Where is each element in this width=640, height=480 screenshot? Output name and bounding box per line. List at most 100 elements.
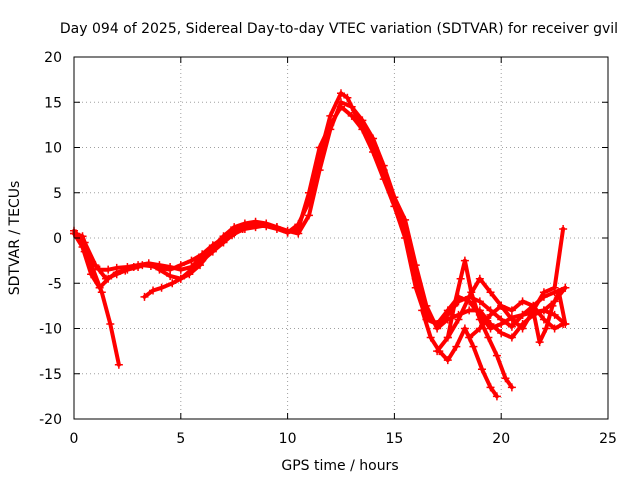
data-point <box>196 261 205 270</box>
data-point <box>390 202 399 211</box>
data-point <box>501 374 510 383</box>
y-tick-label: 15 <box>44 95 62 111</box>
data-point <box>486 383 495 392</box>
data-point <box>475 315 484 324</box>
x-axis-label: GPS time / hours <box>281 458 398 474</box>
data-point <box>411 283 420 292</box>
data-point <box>157 283 166 292</box>
data-point <box>477 365 486 374</box>
data-point <box>106 319 115 328</box>
data-point <box>497 301 506 310</box>
series-group <box>70 89 570 401</box>
data-point <box>450 301 459 310</box>
data-point <box>176 274 185 283</box>
chart-title: Day 094 of 2025, Sidereal Day-to-day VTE… <box>60 21 618 37</box>
data-point <box>149 286 158 295</box>
x-tick-label: 10 <box>279 431 297 447</box>
data-point <box>465 292 474 301</box>
data-point <box>146 262 155 271</box>
data-point <box>104 265 113 274</box>
data-point <box>283 228 292 237</box>
data-point <box>337 89 345 98</box>
data-point <box>262 222 271 231</box>
x-tick-label: 5 <box>176 431 185 447</box>
data-point <box>460 324 469 333</box>
data-point <box>379 161 388 170</box>
data-point <box>507 306 516 315</box>
data-point <box>542 324 551 333</box>
grid <box>74 57 608 419</box>
data-point <box>418 306 427 315</box>
y-tick-label: -15 <box>39 367 62 383</box>
series-line <box>445 258 514 390</box>
data-point <box>454 315 463 324</box>
data-point <box>228 231 237 240</box>
series-d <box>72 229 123 369</box>
data-point <box>539 288 548 297</box>
data-point <box>80 247 89 256</box>
data-point <box>484 333 493 342</box>
data-point <box>433 319 442 328</box>
data-point <box>460 256 469 265</box>
data-point <box>475 274 484 283</box>
data-point <box>452 342 461 351</box>
data-point <box>411 261 420 270</box>
x-tick-label: 20 <box>492 431 510 447</box>
data-point <box>347 111 356 120</box>
data-point <box>72 229 81 238</box>
data-point <box>347 102 356 111</box>
data-point <box>176 261 185 270</box>
data-point <box>518 297 527 306</box>
data-point <box>97 288 106 297</box>
data-point <box>497 329 506 338</box>
data-point <box>492 392 501 401</box>
data-point <box>217 238 226 247</box>
data-point <box>492 351 501 360</box>
data-point <box>548 301 557 310</box>
data-point <box>304 211 313 220</box>
data-point <box>475 297 484 306</box>
data-point <box>294 224 303 233</box>
data-point <box>518 324 527 333</box>
data-point <box>358 116 367 125</box>
series-line <box>531 290 568 345</box>
data-point <box>238 224 247 233</box>
series-line <box>420 308 499 399</box>
y-tick-label: -5 <box>48 276 62 292</box>
data-point <box>535 338 544 347</box>
data-point <box>369 134 378 143</box>
data-point <box>554 288 563 297</box>
axis-ticks: 0 5 10 15 20 25 -20 -15 -10 -5 0 5 10 15 20 <box>39 50 617 447</box>
data-point <box>497 315 506 324</box>
data-point <box>343 93 352 102</box>
data-point <box>358 125 367 134</box>
y-tick-label: 20 <box>44 50 62 66</box>
data-point <box>112 268 121 277</box>
data-point <box>121 266 130 275</box>
data-point <box>550 283 559 292</box>
x-tick-label: 25 <box>599 431 617 447</box>
y-axis-label: SDTVAR / TECUs <box>7 181 23 296</box>
series-line <box>74 231 121 367</box>
y-tick-label: 5 <box>53 186 62 202</box>
data-point <box>185 270 194 279</box>
data-point <box>475 324 484 333</box>
data-point <box>198 250 207 259</box>
data-point <box>518 310 527 319</box>
data-point <box>155 263 164 272</box>
y-tick-label: -20 <box>39 412 62 428</box>
data-point <box>561 319 570 328</box>
data-point <box>129 262 138 271</box>
data-point <box>315 166 324 175</box>
data-point <box>337 102 345 111</box>
data-point <box>304 188 313 197</box>
data-point <box>507 333 516 342</box>
data-point <box>379 175 388 184</box>
data-point <box>326 111 335 120</box>
data-point <box>561 283 570 292</box>
data-point <box>443 333 452 342</box>
x-tick-label: 0 <box>70 431 79 447</box>
series-e <box>140 224 247 301</box>
